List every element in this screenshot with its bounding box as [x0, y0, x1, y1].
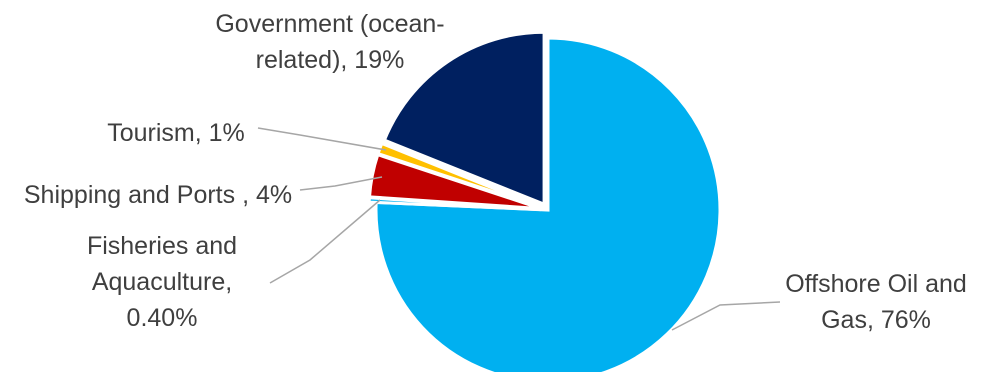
- data-label-tourism: Tourism, 1%: [107, 119, 245, 147]
- leader-line-fisheries-and-aquaculture: [270, 200, 380, 283]
- data-label-offshore-oil-and-gas: Offshore Oil and Gas, 76%: [785, 270, 967, 334]
- leader-line-tourism: [258, 128, 386, 150]
- data-label-government-ocean-related: Government (ocean-related), 19%: [215, 10, 444, 74]
- pie-slices: [369, 32, 720, 372]
- data-label-shipping-and-ports: Shipping and Ports , 4%: [24, 181, 292, 209]
- data-label-fisheries-and-aquaculture: Fisheries and Aquaculture, 0.40%: [87, 232, 237, 332]
